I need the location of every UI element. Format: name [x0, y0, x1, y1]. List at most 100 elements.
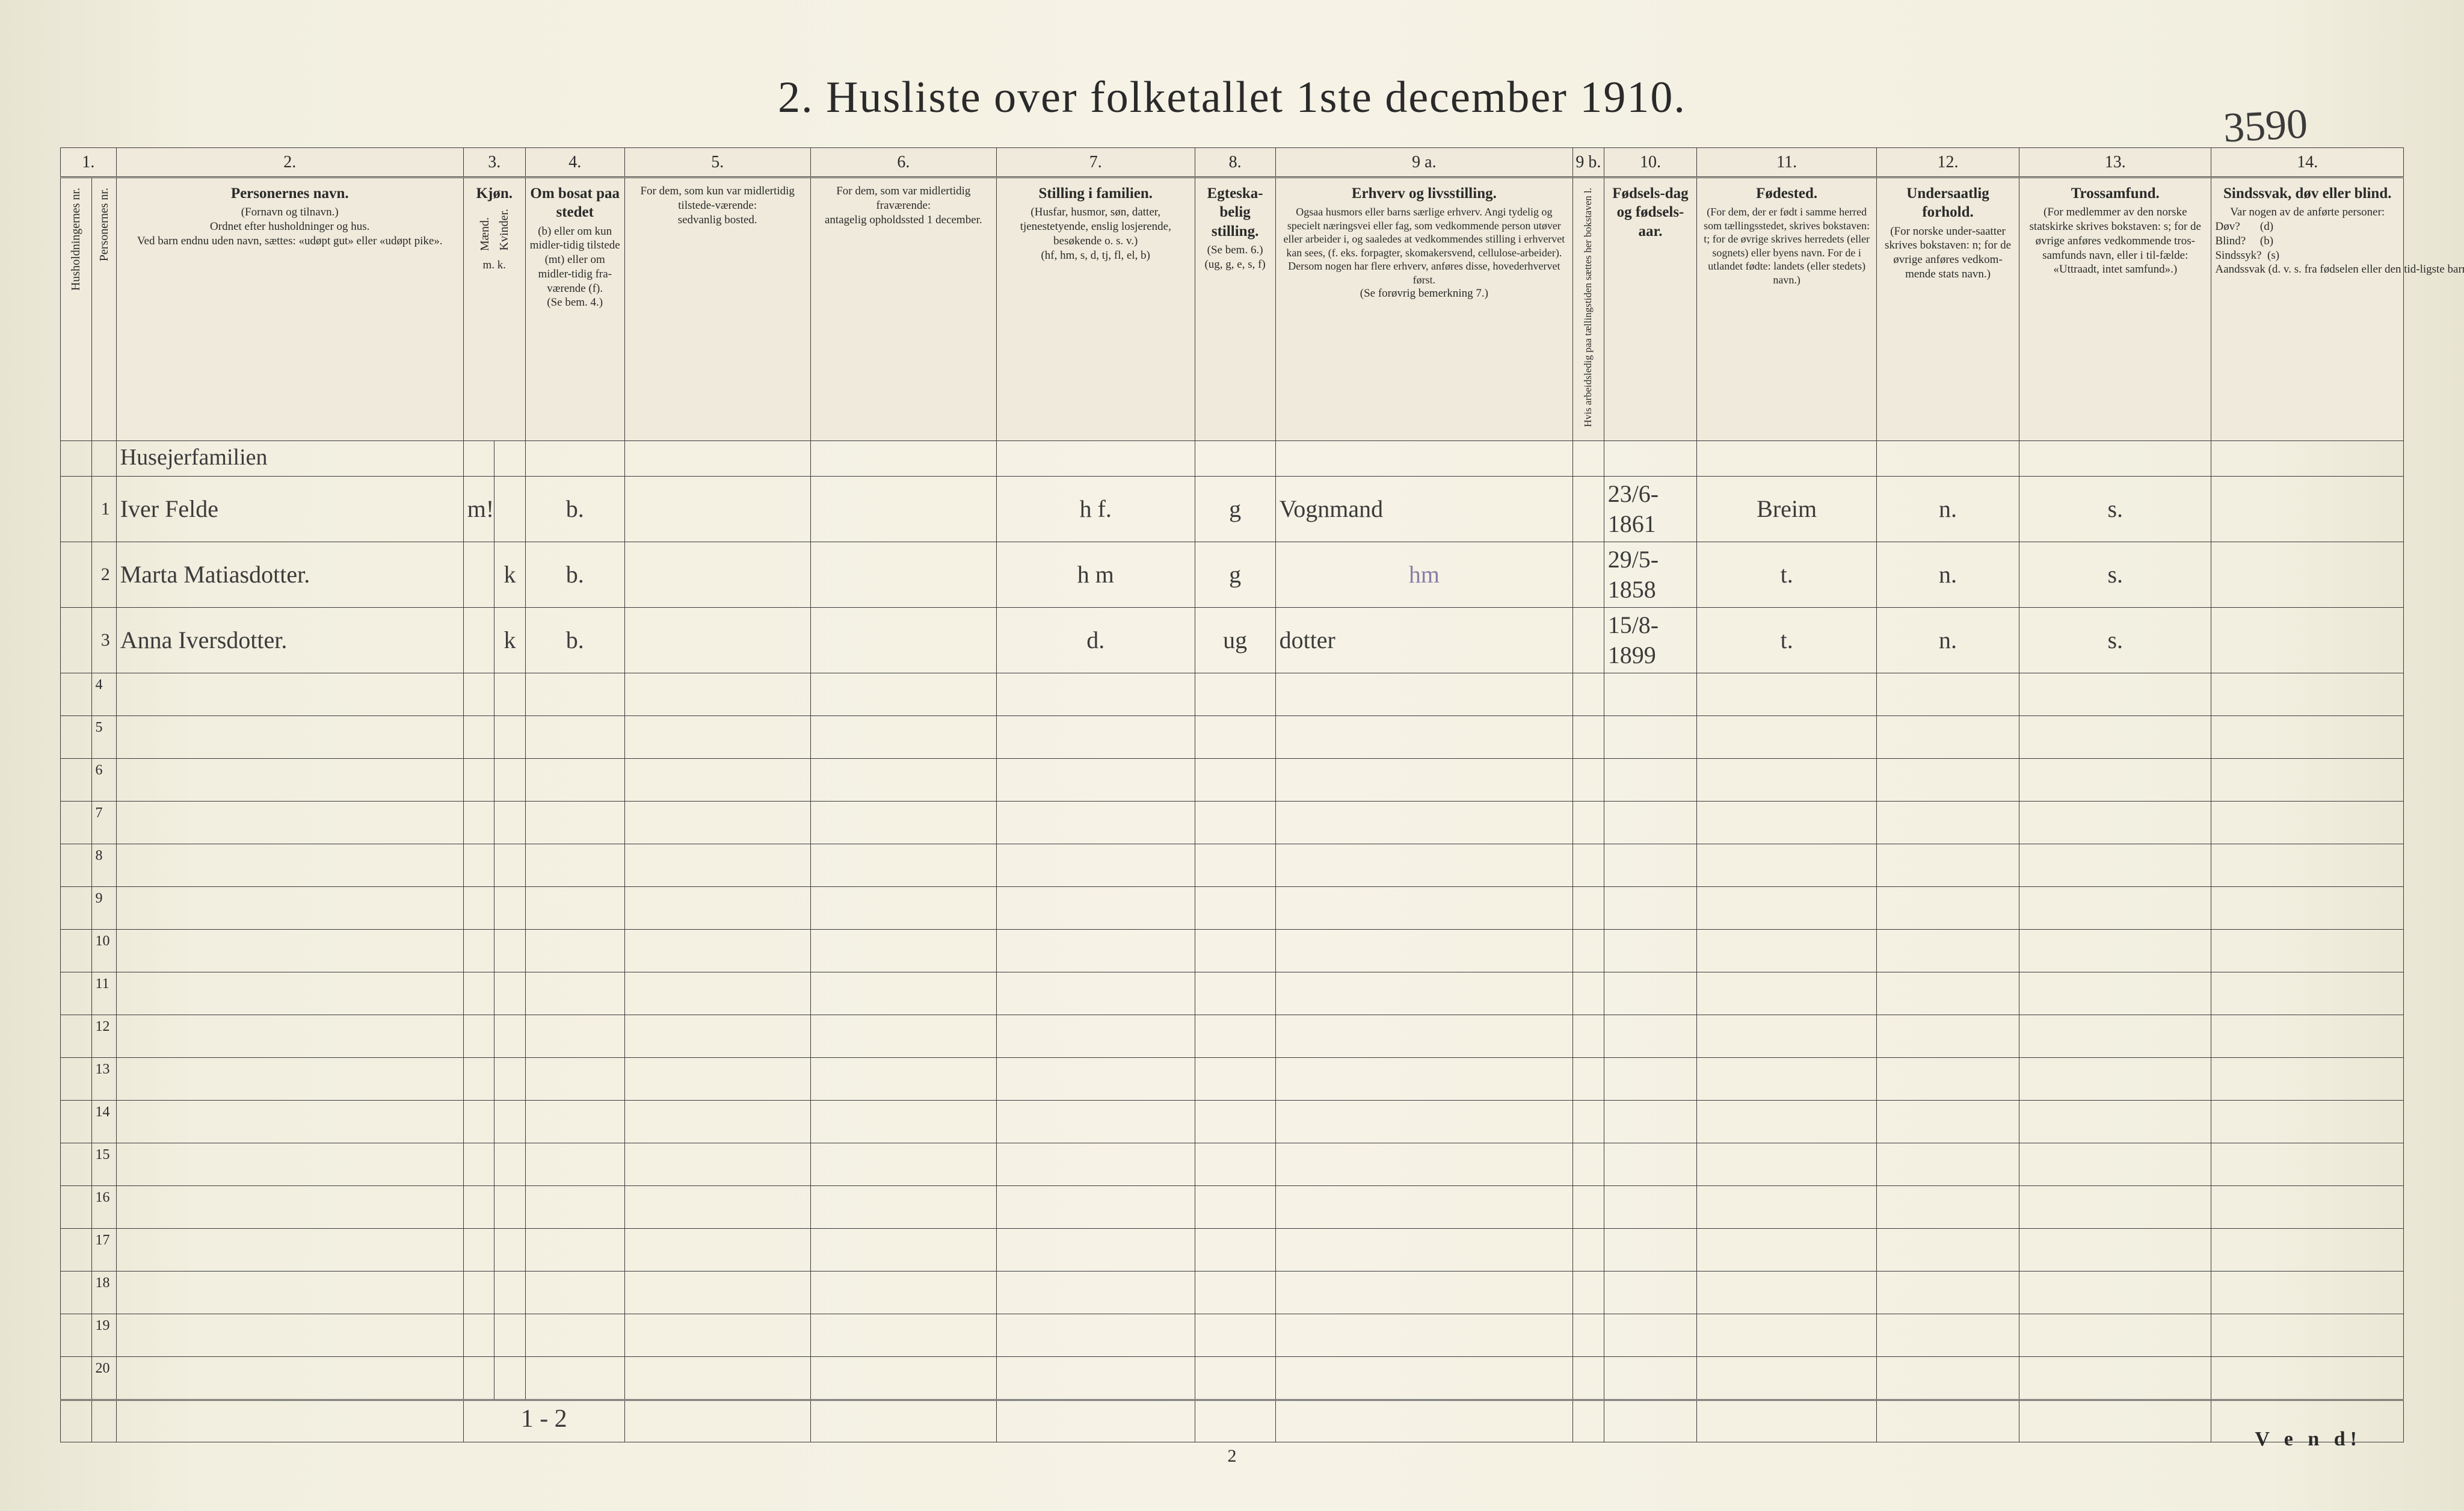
cell: [1697, 1229, 1877, 1272]
cell: [996, 1015, 1195, 1058]
cell: [996, 1229, 1195, 1272]
census-page: 3590 2. Husliste over folketallet 1ste d…: [0, 0, 2464, 1511]
cell: [1275, 972, 1573, 1015]
cell: [116, 1101, 463, 1143]
cell: [1195, 1015, 1275, 1058]
hdr-person-nr: Personernes nr.: [91, 178, 116, 441]
cell: [1573, 1186, 1604, 1229]
cell: [1195, 1229, 1275, 1272]
cell: t.: [1697, 542, 1877, 608]
cell: 13: [91, 1058, 116, 1101]
cell: [2019, 1143, 2211, 1186]
cell: [624, 802, 810, 844]
cell: [1877, 844, 2019, 887]
cell: [116, 1357, 463, 1400]
cell: [1877, 1058, 2019, 1101]
cell: d.: [996, 608, 1195, 673]
cell: [2211, 1229, 2404, 1272]
cell: [1877, 802, 2019, 844]
cell: [624, 1143, 810, 1186]
cell: [1697, 716, 1877, 759]
table-row: 1Iver Feldem!b.h f.gVognmand23/6-1861Bre…: [61, 477, 2404, 542]
cell: [494, 1357, 526, 1400]
hdr-kjon: Kjøn. Mænd. Kvinder. m. k.: [463, 178, 525, 441]
cell: [2019, 802, 2211, 844]
cell: [116, 1314, 463, 1357]
cell: [116, 1272, 463, 1314]
cell: [61, 477, 92, 542]
cell: [61, 1143, 92, 1186]
cell: [1604, 802, 1697, 844]
cell: [494, 972, 526, 1015]
cell: [624, 1272, 810, 1314]
cell: t.: [1697, 608, 1877, 673]
colnum: 10.: [1604, 148, 1697, 178]
table-row: 4: [61, 673, 2404, 716]
cell: [494, 1058, 526, 1101]
cell: [1877, 972, 2019, 1015]
cell: k: [494, 542, 526, 608]
table-row: 16: [61, 1186, 2404, 1229]
cell: [463, 1186, 494, 1229]
cell: [1195, 1058, 1275, 1101]
cell: [2211, 716, 2404, 759]
cell: [1573, 930, 1604, 972]
cell: [1573, 887, 1604, 930]
cell: [2211, 1314, 2404, 1357]
cell: [996, 1143, 1195, 1186]
cell: [624, 844, 810, 887]
cell: [1573, 759, 1604, 802]
cell: [2211, 1058, 2404, 1101]
cell: [1275, 1229, 1573, 1272]
cell: [525, 1314, 624, 1357]
cell: [996, 930, 1195, 972]
cell: [463, 1314, 494, 1357]
cell: [2211, 887, 2404, 930]
cell: [1877, 1186, 2019, 1229]
cell: 14: [91, 1101, 116, 1143]
cell: [1195, 1101, 1275, 1143]
cell: [463, 542, 494, 608]
footer-page-number: 2: [60, 1446, 2404, 1466]
cell: [1604, 844, 1697, 887]
cell: [996, 1314, 1195, 1357]
cell: [996, 1058, 1195, 1101]
cell: [2019, 1272, 2211, 1314]
cell: 29/5-1858: [1604, 542, 1697, 608]
cell: [525, 930, 624, 972]
cell: [463, 716, 494, 759]
data-rows: 1Iver Feldem!b.h f.gVognmand23/6-1861Bre…: [61, 477, 2404, 673]
cell: [116, 1143, 463, 1186]
cell: [2019, 1058, 2211, 1101]
header-row: Husholdningernes nr. Personernes nr. Per…: [61, 178, 2404, 441]
cell: [1275, 930, 1573, 972]
cell: [810, 1272, 996, 1314]
cell: [810, 1314, 996, 1357]
cell: [61, 716, 92, 759]
cell: [463, 972, 494, 1015]
cell: [494, 673, 526, 716]
cell: [61, 1186, 92, 1229]
cell: [996, 1101, 1195, 1143]
cell: 1: [91, 477, 116, 542]
table-row: 12: [61, 1015, 2404, 1058]
cell: [61, 930, 92, 972]
cell: [810, 930, 996, 972]
cell: [1877, 759, 2019, 802]
cell: [996, 887, 1195, 930]
table-row: 5: [61, 716, 2404, 759]
cell: [525, 1143, 624, 1186]
cell: [1573, 673, 1604, 716]
cell: [2211, 1272, 2404, 1314]
vend-label: V e n d!: [2255, 1428, 2362, 1451]
hdr-bosat: Om bosat paa stedet (b) eller om kun mid…: [525, 178, 624, 441]
cell: b.: [525, 477, 624, 542]
cell: 15/8-1899: [1604, 608, 1697, 673]
cell: [2019, 716, 2211, 759]
cell: [463, 1357, 494, 1400]
cell: h f.: [996, 477, 1195, 542]
cell: [1604, 887, 1697, 930]
cell: [525, 972, 624, 1015]
cell: 8: [91, 844, 116, 887]
cell: [624, 542, 810, 608]
